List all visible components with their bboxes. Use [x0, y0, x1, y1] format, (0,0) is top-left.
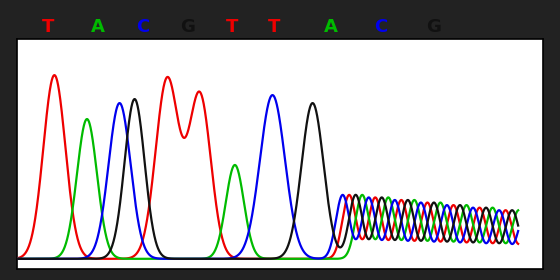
Text: C: C — [136, 18, 150, 36]
Text: T: T — [268, 18, 281, 36]
Text: G: G — [180, 18, 195, 36]
Text: A: A — [324, 18, 337, 36]
Text: T: T — [41, 18, 54, 36]
Text: C: C — [374, 18, 388, 36]
Text: T: T — [226, 18, 239, 36]
Text: A: A — [91, 18, 105, 36]
Text: G: G — [427, 18, 441, 36]
